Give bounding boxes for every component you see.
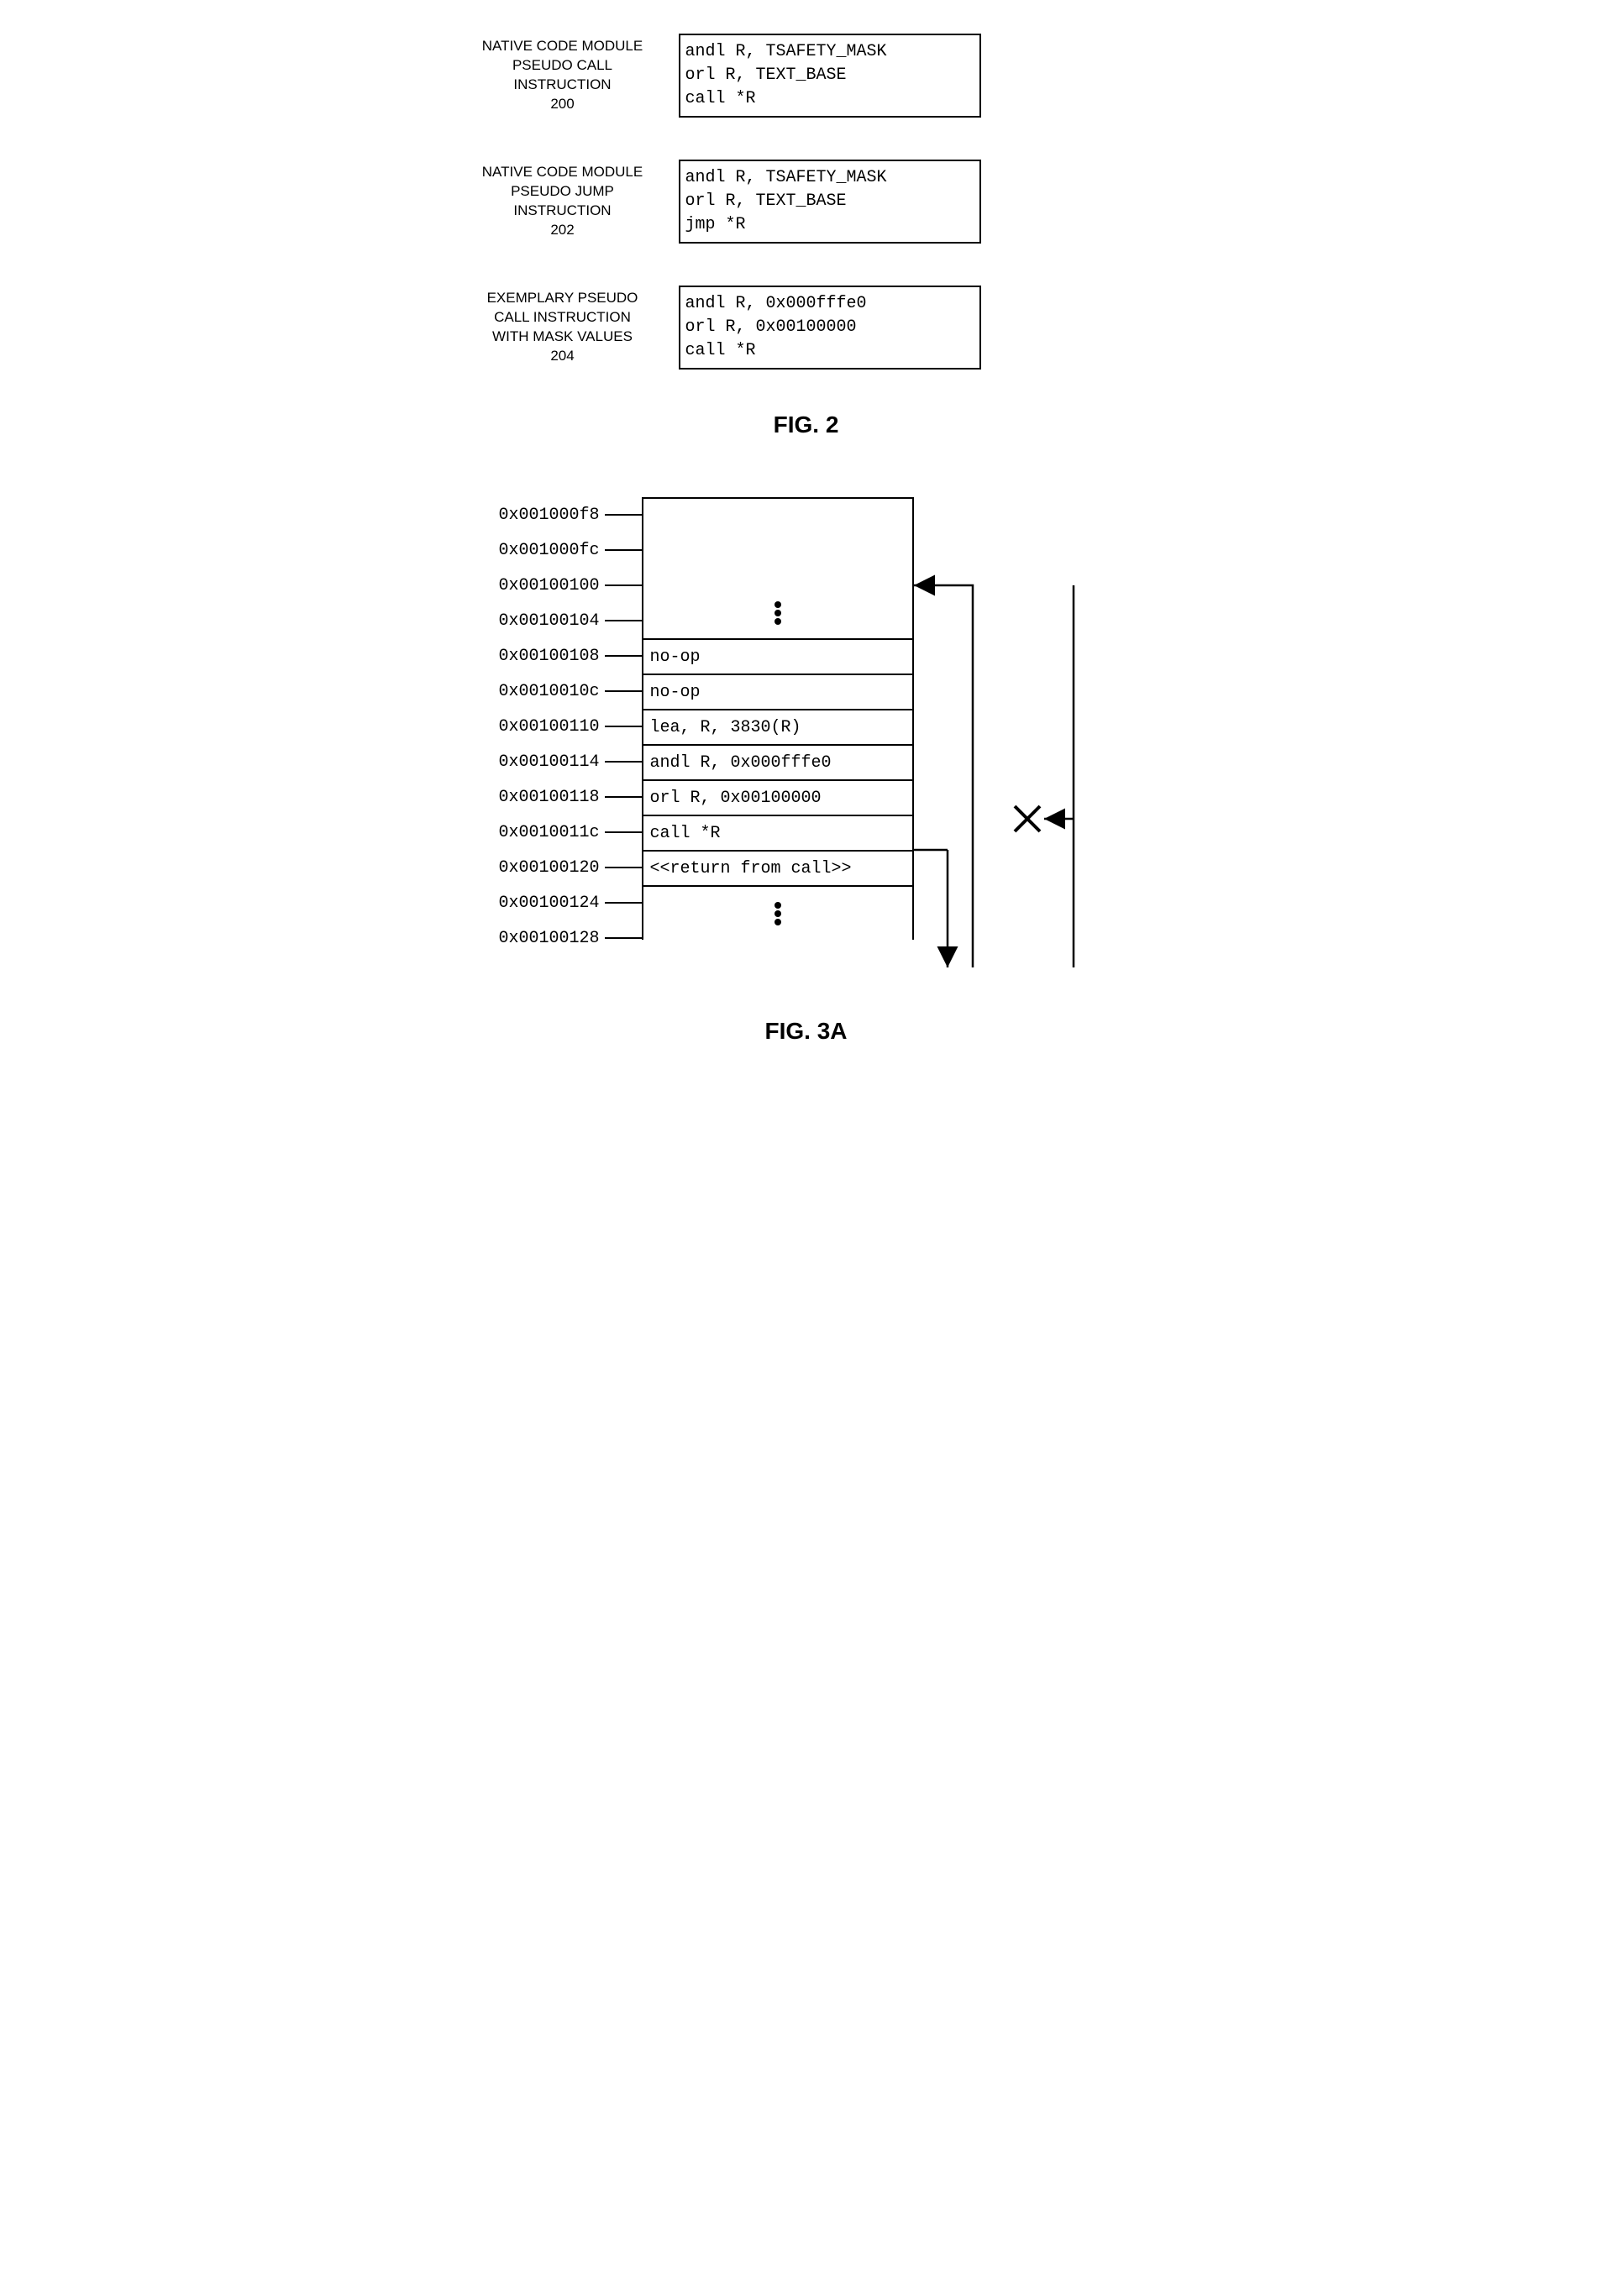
mem-text: lea, R, 3830(R) [650, 718, 801, 737]
mem-row-0 [643, 516, 912, 552]
fig2-label-2-line-1: CALL INSTRUCTION [454, 308, 672, 328]
mem-row-dots-bottom [643, 887, 912, 940]
mem-top-pad [643, 499, 912, 516]
mem-row-noop-1: no-op [643, 640, 912, 675]
tick-6 [605, 709, 642, 744]
fig2-title: FIG. 2 [454, 411, 1159, 438]
fig3a-addresses: 0x001000f8 0x001000fc 0x00100100 0x00100… [454, 497, 605, 956]
fig-3a: 0x001000f8 0x001000fc 0x00100100 0x00100… [454, 497, 1159, 1045]
mem-row-1 [643, 552, 912, 587]
addr-12: 0x00100128 [454, 920, 605, 956]
dot [774, 902, 781, 909]
tick-5 [605, 674, 642, 709]
addr-0: 0x001000f8 [454, 497, 605, 532]
tick-10 [605, 850, 642, 885]
fig2-code-0-l0: andl R, TSAFETY_MASK [685, 42, 887, 61]
mem-row-lea: lea, R, 3830(R) [643, 710, 912, 746]
addr-6: 0x00100110 [454, 709, 605, 744]
fig-2: NATIVE CODE MODULE PSEUDO CALL INSTRUCTI… [454, 34, 1159, 438]
tick-4 [605, 638, 642, 674]
addr-2: 0x00100100 [454, 568, 605, 603]
tick-2 [605, 568, 642, 603]
fig2-label-2-line-3: 204 [454, 347, 672, 366]
fig3a-wrap: 0x001000f8 0x001000fc 0x00100100 0x00100… [454, 497, 1159, 984]
tick-3 [605, 603, 642, 638]
fig3a-title: FIG. 3A [454, 1018, 1159, 1045]
mem-row-andl: andl R, 0x000fffe0 [643, 746, 912, 781]
tick-9 [605, 815, 642, 850]
fig2-label-0-line-3: 200 [454, 95, 672, 114]
fig2-label-0-line-2: INSTRUCTION [454, 76, 672, 95]
fig2-label-0-line-0: NATIVE CODE MODULE [454, 37, 672, 56]
mem-text: no-op [650, 683, 701, 702]
fig2-label-2-line-2: WITH MASK VALUES [454, 328, 672, 347]
fig2-code-2-l2: call *R [685, 341, 756, 360]
addr-9: 0x0010011c [454, 815, 605, 850]
fig2-code-1-l1: orl R, TEXT_BASE [685, 191, 847, 211]
addr-4: 0x00100108 [454, 638, 605, 674]
mem-text: call *R [650, 824, 721, 843]
fig2-label-1-line-0: NATIVE CODE MODULE [454, 163, 672, 182]
dot [774, 601, 781, 608]
mem-text: andl R, 0x000fffe0 [650, 753, 832, 773]
dot [774, 618, 781, 625]
mem-text: <<return from call>> [650, 859, 852, 878]
addr-1: 0x001000fc [454, 532, 605, 568]
fig2-code-2-l0: andl R, 0x000fffe0 [685, 294, 867, 313]
fig3a-arrows [914, 497, 1099, 984]
fig2-label-1-line-3: 202 [454, 221, 672, 240]
mem-row-noop-2: no-op [643, 675, 912, 710]
fig3a-memory: no-op no-op lea, R, 3830(R) andl R, 0x00… [642, 497, 914, 940]
fig2-label-2: EXEMPLARY PSEUDO CALL INSTRUCTION WITH M… [454, 289, 679, 366]
fig2-code-0-l1: orl R, TEXT_BASE [685, 66, 847, 85]
fig2-label-0: NATIVE CODE MODULE PSEUDO CALL INSTRUCTI… [454, 37, 679, 114]
fig2-label-2-line-0: EXEMPLARY PSEUDO [454, 289, 672, 308]
fig3a-ticks [605, 497, 642, 956]
mem-text: no-op [650, 647, 701, 667]
tick-0 [605, 497, 642, 532]
fig2-code-0: andl R, TSAFETY_MASK orl R, TEXT_BASE ca… [679, 34, 981, 118]
mem-row-dots-top [643, 587, 912, 640]
fig2-label-1-line-1: PSEUDO JUMP [454, 182, 672, 202]
fig2-row-2: EXEMPLARY PSEUDO CALL INSTRUCTION WITH M… [454, 286, 1159, 370]
addr-11: 0x00100124 [454, 885, 605, 920]
mem-row-orl: orl R, 0x00100000 [643, 781, 912, 816]
addr-10: 0x00100120 [454, 850, 605, 885]
fig2-code-0-l2: call *R [685, 89, 756, 108]
fig2-code-2: andl R, 0x000fffe0 orl R, 0x00100000 cal… [679, 286, 981, 370]
fig2-code-1-l2: jmp *R [685, 215, 746, 234]
tick-11 [605, 885, 642, 920]
mem-row-return: <<return from call>> [643, 852, 912, 887]
fig2-code-1-l0: andl R, TSAFETY_MASK [685, 168, 887, 187]
fig2-code-1: andl R, TSAFETY_MASK orl R, TEXT_BASE jm… [679, 160, 981, 244]
mem-row-call: call *R [643, 816, 912, 852]
dot [774, 919, 781, 925]
fig2-label-1-line-2: INSTRUCTION [454, 202, 672, 221]
tick-8 [605, 779, 642, 815]
fig2-row-0: NATIVE CODE MODULE PSEUDO CALL INSTRUCTI… [454, 34, 1159, 118]
dot [774, 910, 781, 917]
addr-5: 0x0010010c [454, 674, 605, 709]
tick-7 [605, 744, 642, 779]
addr-3: 0x00100104 [454, 603, 605, 638]
addr-8: 0x00100118 [454, 779, 605, 815]
tick-12 [605, 920, 642, 956]
page: NATIVE CODE MODULE PSEUDO CALL INSTRUCTI… [454, 34, 1159, 1045]
tick-1 [605, 532, 642, 568]
mem-text: orl R, 0x00100000 [650, 789, 822, 808]
fig2-label-1: NATIVE CODE MODULE PSEUDO JUMP INSTRUCTI… [454, 163, 679, 240]
fig2-code-2-l1: orl R, 0x00100000 [685, 317, 857, 337]
fig2-label-0-line-1: PSEUDO CALL [454, 56, 672, 76]
fig2-row-1: NATIVE CODE MODULE PSEUDO JUMP INSTRUCTI… [454, 160, 1159, 244]
addr-7: 0x00100114 [454, 744, 605, 779]
dot [774, 610, 781, 616]
